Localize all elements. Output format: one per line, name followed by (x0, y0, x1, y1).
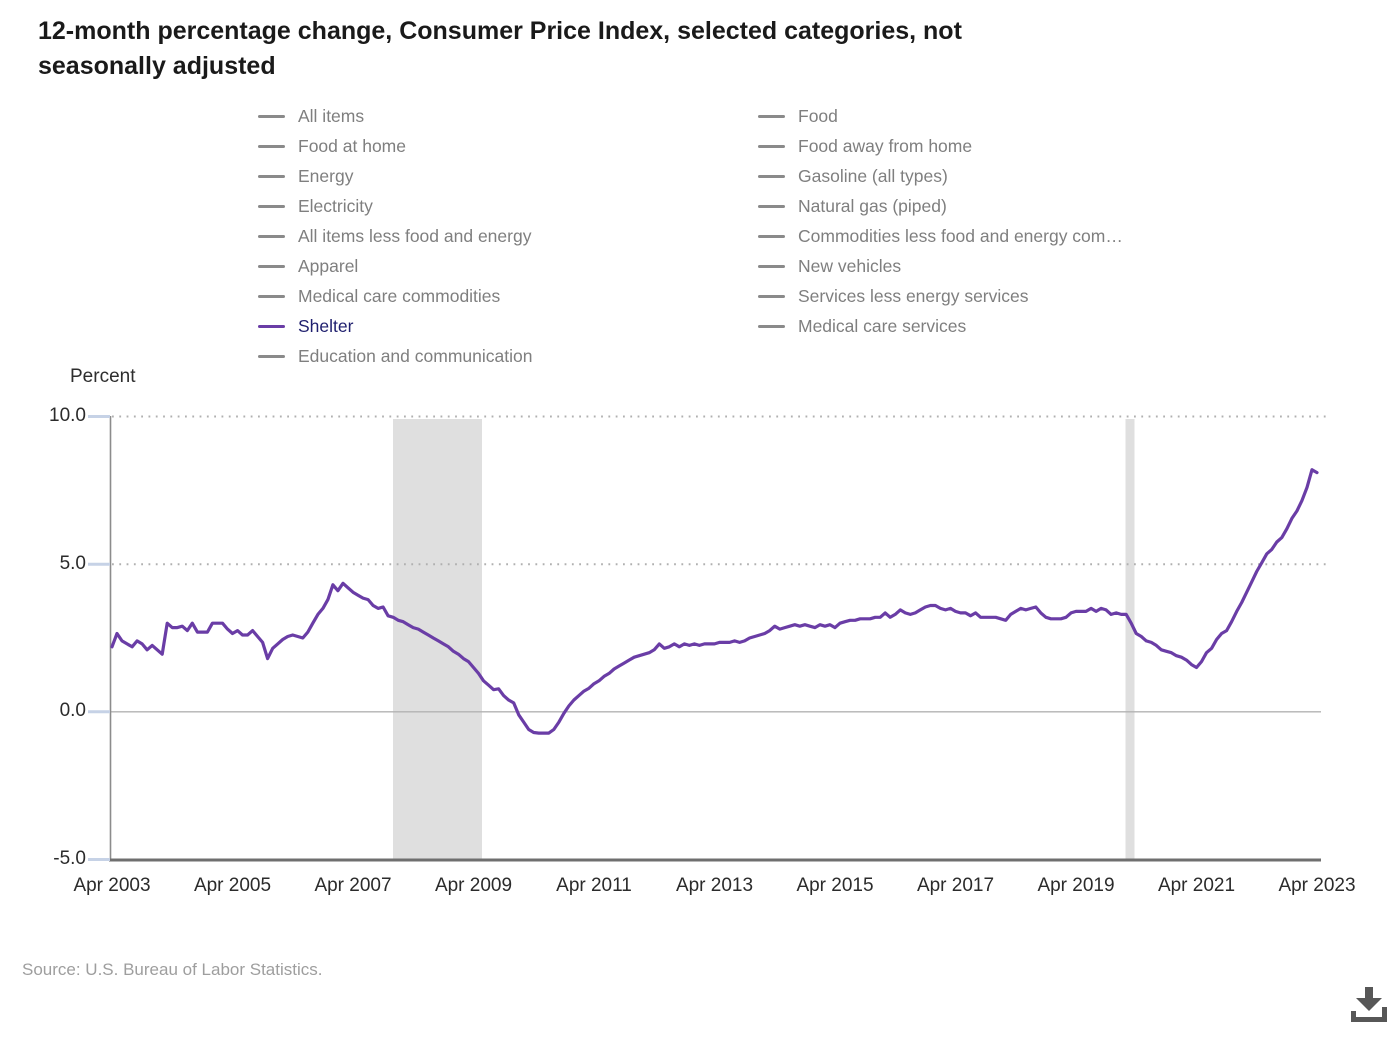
line-swatch-icon (758, 174, 785, 178)
legend-item-natural-gas[interactable]: Natural gas (piped) (758, 191, 1123, 221)
legend-item-medical-care-commodities[interactable]: Medical care commodities (258, 281, 532, 311)
y-axis-title: Percent (70, 366, 136, 387)
legend-column-1: All items Food at home Energy Electricit… (258, 101, 532, 371)
x-axis-label-2011: Apr 2011 (556, 875, 632, 896)
line-swatch-icon (258, 264, 285, 268)
shelter-series-line[interactable] (110, 468, 1319, 735)
legend-item-gasoline[interactable]: Gasoline (all types) (758, 161, 1123, 191)
x-axis-label-2019: Apr 2019 (1037, 875, 1115, 896)
legend-label: Shelter (298, 315, 354, 336)
y-axis-label-0: 0.0 (59, 700, 86, 721)
download-icon (1351, 987, 1387, 1022)
legend-label: All items less food and energy (298, 225, 532, 246)
line-swatch-icon (258, 204, 285, 208)
line-swatch-icon (258, 174, 285, 178)
x-axis-label-2005: Apr 2005 (193, 875, 272, 896)
line-swatch-icon (758, 264, 785, 268)
legend-item-electricity[interactable]: Electricity (258, 191, 532, 221)
legend-label: Electricity (298, 195, 373, 216)
source-text: Source: U.S. Bureau of Labor Statistics. (22, 960, 323, 979)
legend-item-all-items-less-food-energy[interactable]: All items less food and energy (258, 221, 532, 251)
line-swatch-icon (258, 114, 285, 118)
line-swatch-icon (758, 324, 785, 328)
legend-label: Medical care commodities (298, 285, 501, 306)
line-swatch-icon (258, 294, 285, 298)
legend-item-medical-care-services[interactable]: Medical care services (758, 311, 1123, 341)
legend-label: Education and communication (298, 345, 533, 366)
legend-label: Medical care services (798, 315, 967, 336)
legend-item-all-items[interactable]: All items (258, 101, 532, 131)
legend-item-new-vehicles[interactable]: New vehicles (758, 251, 1123, 281)
line-swatch-icon (258, 324, 285, 328)
chart-title-line1: 12-month percentage change, Consumer Pri… (38, 17, 962, 45)
line-swatch-icon (258, 144, 285, 148)
legend-item-food-at-home[interactable]: Food at home (258, 131, 532, 161)
x-axis-label-2015: Apr 2015 (796, 875, 874, 896)
line-swatch-icon (758, 234, 785, 238)
x-axis-label-2017: Apr 2017 (916, 875, 995, 896)
legend-label: Natural gas (piped) (798, 195, 947, 216)
legend-label: Commodities less food and energy com… (798, 225, 1123, 246)
y-axis-label-neg5: -5.0 (53, 848, 86, 869)
legend-item-food-away-from-home[interactable]: Food away from home (758, 131, 1123, 161)
legend-column-2: Food Food away from home Gasoline (all t… (758, 101, 1123, 341)
line-swatch-icon (258, 234, 285, 238)
line-swatch-icon (758, 294, 785, 298)
x-axis-label-2007: Apr 2007 (314, 875, 392, 896)
legend-item-services-less-energy[interactable]: Services less energy services (758, 281, 1123, 311)
line-swatch-icon (258, 354, 285, 358)
x-axis-label-2013: Apr 2013 (675, 875, 754, 896)
legend-label: Food at home (298, 135, 406, 156)
x-axis-label-2003: Apr 2003 (73, 875, 151, 896)
legend-label: Energy (298, 165, 354, 186)
line-swatch-icon (758, 144, 785, 148)
legend-item-apparel[interactable]: Apparel (258, 251, 532, 281)
legend-item-food[interactable]: Food (758, 101, 1123, 131)
legend-label: Apparel (298, 255, 359, 276)
line-swatch-icon (758, 204, 785, 208)
legend-item-education-communication[interactable]: Education and communication (258, 341, 532, 371)
legend-item-commodities-less-food-energy[interactable]: Commodities less food and energy com… (758, 221, 1123, 251)
y-axis-label-5: 5.0 (59, 552, 86, 574)
y-axis-label-10: 10.0 (49, 405, 86, 426)
chart-title: 12-month percentage change, Consumer Pri… (38, 14, 1228, 84)
x-axis-label-2023: Apr 2023 (1278, 875, 1356, 896)
x-axis-label-2021: Apr 2021 (1157, 875, 1236, 896)
x-axis-label-2009: Apr 2009 (434, 875, 513, 896)
line-swatch-icon (758, 114, 785, 118)
recession-band-2020 (1125, 419, 1135, 860)
chart-title-line2: seasonally adjusted (38, 52, 276, 80)
legend-item-shelter[interactable]: Shelter (258, 311, 532, 341)
legend-label: Services less energy services (798, 285, 1029, 306)
legend-label: New vehicles (798, 255, 902, 276)
legend-label: Food (798, 105, 838, 126)
legend-label: Gasoline (all types) (798, 165, 948, 186)
legend-label: All items (298, 105, 365, 126)
legend-item-energy[interactable]: Energy (258, 161, 532, 191)
download-button[interactable] (1344, 984, 1394, 1034)
legend-label: Food away from home (798, 135, 973, 156)
